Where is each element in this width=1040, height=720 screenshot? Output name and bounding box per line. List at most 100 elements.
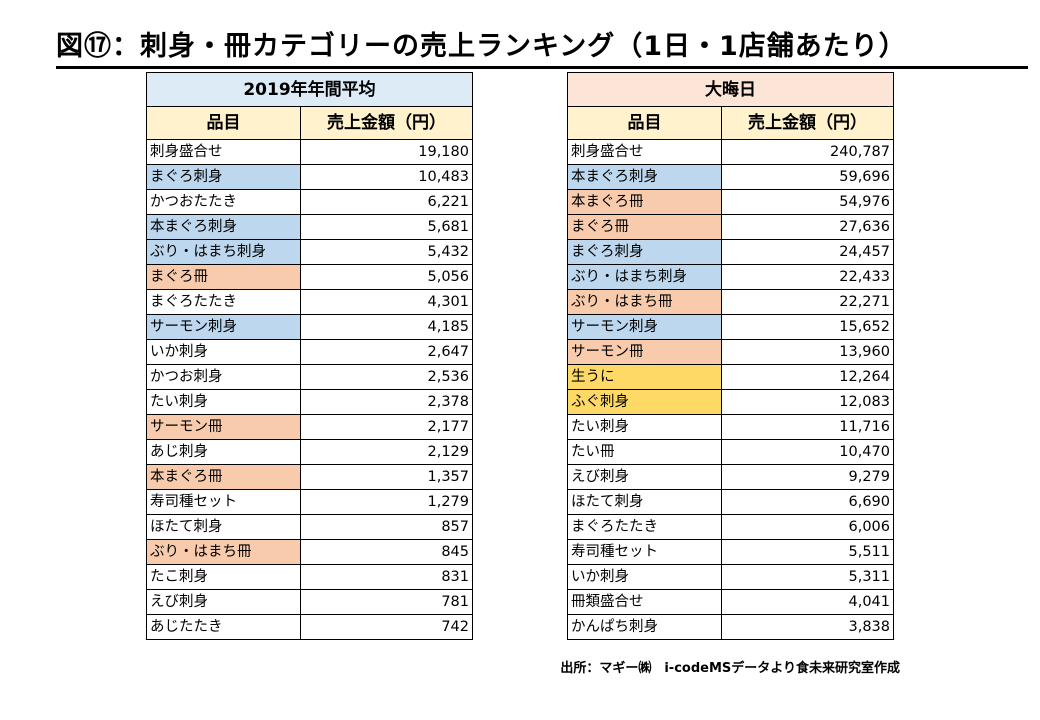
source-note: 出所：マギー㈱ i-codeMSデータより食未来研究室作成 [560,661,900,676]
item-cell: サーモン冊 [146,414,301,440]
table-row: たい刺身 2,378 [146,389,473,415]
table-row: いか刺身 5,311 [567,564,894,590]
sales-cell: 6,006 [721,514,894,540]
sales-cell: 831 [300,564,473,590]
item-cell: 本まぐろ刺身 [567,164,722,190]
sales-cell: 3,838 [721,614,894,640]
item-cell: たい刺身 [146,389,301,415]
item-cell: まぐろたたき [567,514,722,540]
sales-cell: 4,041 [721,589,894,615]
table-row: ぶり・はまち冊 22,271 [567,289,894,315]
sales-cell: 12,083 [721,389,894,415]
sales-cell: 10,483 [300,164,473,190]
table-row: ぶり・はまち刺身 22,433 [567,264,894,290]
column-header-sales: 売上金額（円） [300,106,473,140]
table-row: 本まぐろ刺身 59,696 [567,164,894,190]
sales-cell: 781 [300,589,473,615]
table-heading: 大晦日 [567,72,894,107]
item-cell: ほたて刺身 [146,514,301,540]
table-row: 本まぐろ冊 1,357 [146,464,473,490]
sales-cell: 845 [300,539,473,565]
table-heading: 2019年年間平均 [146,72,473,107]
table-row: サーモン刺身 4,185 [146,314,473,340]
column-header-item: 品目 [567,106,722,140]
item-cell: 生うに [567,364,722,390]
sales-cell: 6,690 [721,489,894,515]
table-row: ふぐ刺身 12,083 [567,389,894,415]
item-cell: ぶり・はまち冊 [567,289,722,315]
item-cell: 本まぐろ冊 [146,464,301,490]
item-cell: たこ刺身 [146,564,301,590]
sales-cell: 2,536 [300,364,473,390]
table-row: えび刺身 9,279 [567,464,894,490]
item-cell: ほたて刺身 [567,489,722,515]
table-row: たこ刺身 831 [146,564,473,590]
item-cell: 刺身盛合せ [146,139,301,165]
item-cell: いか刺身 [146,339,301,365]
sales-cell: 2,378 [300,389,473,415]
sales-cell: 6,221 [300,189,473,215]
sales-cell: 22,433 [721,264,894,290]
table-row: まぐろ冊 5,056 [146,264,473,290]
column-header-item: 品目 [146,106,301,140]
item-cell: まぐろ冊 [146,264,301,290]
sales-cell: 857 [300,514,473,540]
item-cell: あじたたき [146,614,301,640]
sales-cell: 5,432 [300,239,473,265]
sales-cell: 5,311 [721,564,894,590]
sales-cell: 5,511 [721,539,894,565]
item-cell: まぐろ刺身 [146,164,301,190]
table-row: たい冊 10,470 [567,439,894,465]
sales-cell: 27,636 [721,214,894,240]
item-cell: かつお刺身 [146,364,301,390]
annual-average-table: 2019年年間平均 品目 売上金額（円） 刺身盛合せ 19,180 まぐろ刺身 10,4… [146,72,473,640]
table-row: いか刺身 2,647 [146,339,473,365]
item-cell: えび刺身 [567,464,722,490]
table-row: かつおたたき 6,221 [146,189,473,215]
sales-cell: 59,696 [721,164,894,190]
item-cell: まぐろ刺身 [567,239,722,265]
table-row: サーモン冊 13,960 [567,339,894,365]
item-cell: 寿司種セット [146,489,301,515]
item-cell: ぶり・はまち刺身 [567,264,722,290]
table-row: ほたて刺身 857 [146,514,473,540]
item-cell: かつおたたき [146,189,301,215]
table-row: まぐろたたき 4,301 [146,289,473,315]
table-row: ぶり・はまち冊 845 [146,539,473,565]
sales-cell: 11,716 [721,414,894,440]
item-cell: サーモン刺身 [567,314,722,340]
sales-cell: 22,271 [721,289,894,315]
item-cell: 寿司種セット [567,539,722,565]
item-cell: ふぐ刺身 [567,389,722,415]
sales-cell: 1,279 [300,489,473,515]
item-cell: サーモン刺身 [146,314,301,340]
sales-cell: 15,652 [721,314,894,340]
column-header-sales: 売上金額（円） [721,106,894,140]
table-row: 刺身盛合せ 19,180 [146,139,473,165]
sales-cell: 10,470 [721,439,894,465]
item-cell: 刺身盛合せ [567,139,722,165]
sales-cell: 12,264 [721,364,894,390]
item-cell: かんぱち刺身 [567,614,722,640]
table-row: サーモン刺身 15,652 [567,314,894,340]
sales-cell: 5,681 [300,214,473,240]
sales-cell: 5,056 [300,264,473,290]
table-row: 寿司種セット 5,511 [567,539,894,565]
item-cell: まぐろたたき [146,289,301,315]
item-cell: ぶり・はまち刺身 [146,239,301,265]
table-row: たい刺身 11,716 [567,414,894,440]
table-row: 生うに 12,264 [567,364,894,390]
table-row: 刺身盛合せ 240,787 [567,139,894,165]
page-title: 図⑰：刺身・冊カテゴリーの売上ランキング（1日・1店舗あたり） [56,24,1028,69]
sales-cell: 742 [300,614,473,640]
item-cell: たい刺身 [567,414,722,440]
table-row: かつお刺身 2,536 [146,364,473,390]
item-cell: サーモン冊 [567,339,722,365]
sales-cell: 2,129 [300,439,473,465]
sales-cell: 1,357 [300,464,473,490]
table-row: ほたて刺身 6,690 [567,489,894,515]
sales-cell: 4,185 [300,314,473,340]
new-years-eve-table: 大晦日 品目 売上金額（円） 刺身盛合せ 240,787 本まぐろ刺身 59,696 本ま… [567,72,894,640]
table-row: ぶり・はまち刺身 5,432 [146,239,473,265]
sales-cell: 24,457 [721,239,894,265]
